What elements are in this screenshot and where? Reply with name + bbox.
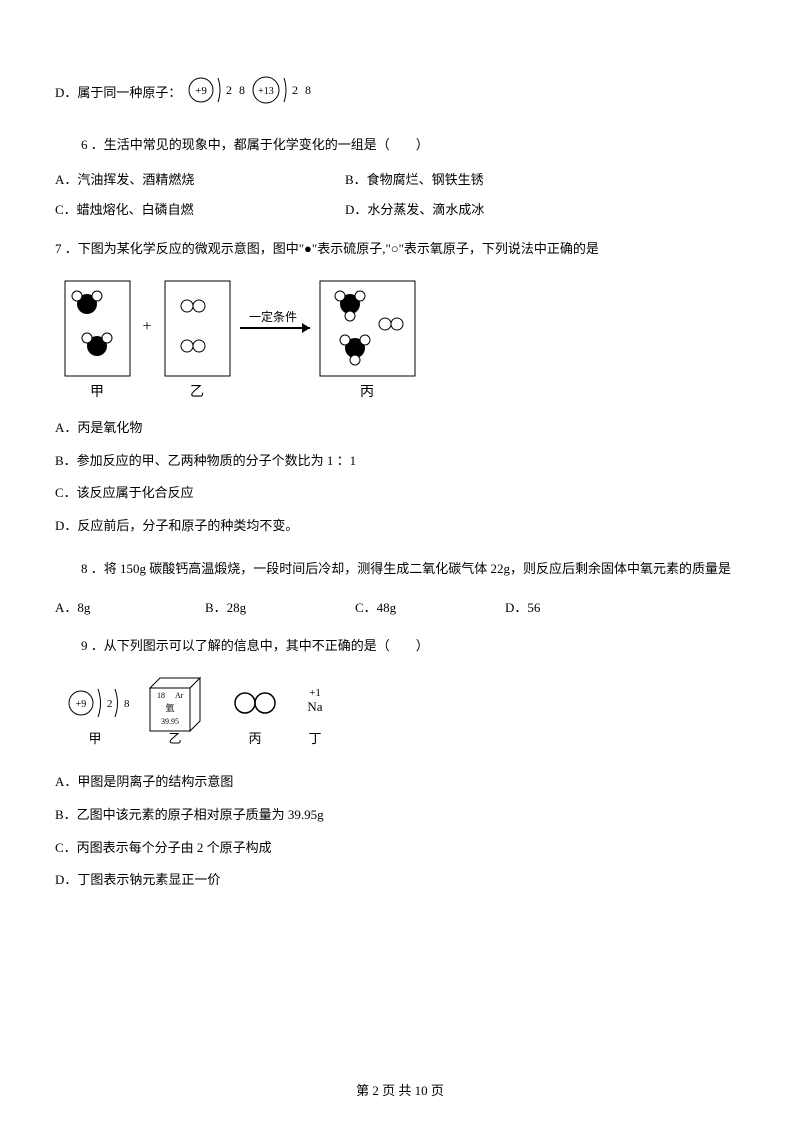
q7-opt-a: A．丙是氧化物 (55, 418, 745, 439)
svg-text:2: 2 (292, 83, 298, 97)
q9-opt-c: C．丙图表示每个分子由 2 个原子构成 (55, 838, 745, 859)
q6-opt-b: B．食物腐烂、钢铁生锈 (345, 170, 635, 191)
reaction-diagram: 甲 + 乙 一定条件 丙 (55, 276, 745, 408)
q7-text: 7 ．下图为某化学反应的微观示意图，图中"●"表示硫原子,"○"表示氧原子，下列… (55, 241, 599, 256)
svg-text:+1: +1 (309, 687, 321, 699)
q6-text: 6 ．生活中常见的现象中，都属于化学变化的一组是（ ） (55, 135, 745, 156)
info-diagram: +9 2 8 甲 18 Ar 氩 39.95 乙 丙 +1 Na 丁 (55, 671, 745, 758)
q6-opt-a: A．汽油挥发、酒精燃烧 (55, 170, 345, 191)
question-9: 9 ．从下列图示可以了解的信息中，其中不正确的是（ ） (55, 636, 745, 657)
q9-text: 9 ．从下列图示可以了解的信息中，其中不正确的是（ ） (55, 636, 745, 657)
svg-text:+9: +9 (76, 699, 87, 710)
q6-options-row1: A．汽油挥发、酒精燃烧 B．食物腐烂、钢铁生锈 (55, 170, 745, 191)
option-d-label: D．属于同一种原子： (55, 83, 181, 104)
label-yi: 乙 (190, 384, 204, 400)
q8-opt-d: D．56 (505, 598, 655, 619)
q6-options-row2: C．蜡烛熔化、白磷自燃 D．水分蒸发、滴水成冰 (55, 200, 745, 221)
q8-options: A．8g B．28g C．48g D．56 (55, 598, 745, 619)
svg-text:丙: 丙 (248, 731, 261, 746)
q7-opt-c: C．该反应属于化合反应 (55, 483, 745, 504)
nucleus-1: +9 (196, 85, 208, 97)
question-7: 7 ．下图为某化学反应的微观示意图，图中"●"表示硫原子,"○"表示氧原子，下列… (55, 239, 745, 260)
plus-icon: + (142, 318, 151, 335)
label-jia: 甲 (90, 385, 104, 400)
label-bing: 丙 (360, 385, 374, 400)
q9-opt-d: D．丁图表示钠元素显正一价 (55, 870, 745, 891)
nucleus-2: +13 (259, 86, 275, 97)
svg-text:18: 18 (157, 691, 165, 700)
question-6: 6 ．生活中常见的现象中，都属于化学变化的一组是（ ） (55, 135, 745, 156)
q6-opt-d: D．水分蒸发、滴水成冰 (345, 200, 635, 221)
svg-text:Ar: Ar (175, 691, 184, 700)
svg-text:8: 8 (239, 83, 245, 97)
q8-opt-b: B．28g (205, 598, 355, 619)
svg-text:Na: Na (307, 699, 322, 714)
q8-opt-c: C．48g (355, 598, 505, 619)
option-d-atoms: D．属于同一种原子： +9 2 8 +13 2 8 (55, 70, 745, 117)
svg-text:2: 2 (107, 698, 113, 710)
svg-text:氩: 氩 (165, 702, 174, 713)
svg-text:甲: 甲 (88, 731, 101, 746)
q8-text: 8 ．将 150g 碳酸钙高温煅烧，一段时间后冷却，测得生成二氧化碳气体 22g… (55, 555, 745, 584)
svg-text:丁: 丁 (308, 731, 321, 746)
arrow-label: 一定条件 (249, 309, 297, 324)
svg-text:乙: 乙 (168, 731, 181, 746)
q9-opt-b: B．乙图中该元素的原子相对原子质量为 39.95g (55, 805, 745, 826)
q7-opt-b: B．参加反应的甲、乙两种物质的分子个数比为 1 ：1 (55, 451, 745, 472)
q8-opt-a: A．8g (55, 598, 205, 619)
q9-opt-a: A．甲图是阴离子的结构示意图 (55, 772, 745, 793)
q6-opt-c: C．蜡烛熔化、白磷自燃 (55, 200, 345, 221)
q7-opt-d: D．反应前后，分子和原子的种类均不变。 (55, 516, 745, 537)
svg-text:2: 2 (226, 83, 232, 97)
question-8: 8 ．将 150g 碳酸钙高温煅烧，一段时间后冷却，测得生成二氧化碳气体 22g… (55, 555, 745, 584)
svg-text:8: 8 (124, 698, 130, 710)
page-footer: 第 2 页 共 10 页 (0, 1081, 800, 1102)
svg-text:8: 8 (305, 83, 311, 97)
svg-text:39.95: 39.95 (161, 717, 179, 726)
atom-diagram-d: +9 2 8 +13 2 8 (181, 70, 331, 117)
